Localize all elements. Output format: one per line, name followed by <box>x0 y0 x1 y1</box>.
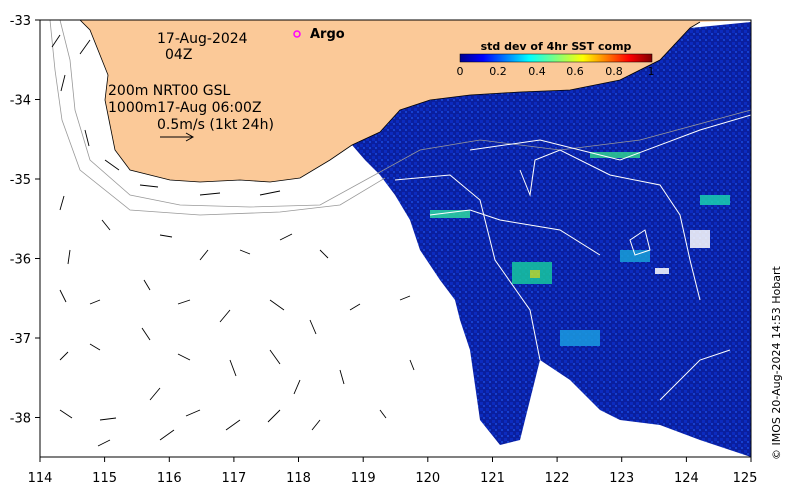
sst-contours <box>394 114 751 401</box>
lat-tick: -35 <box>10 173 31 188</box>
scale-label: 0.5m/s (1kt 24h) <box>157 117 274 133</box>
colorbar-tick: 0.4 <box>528 65 546 78</box>
scale-arrow <box>160 132 195 142</box>
sst-highlights <box>430 152 730 346</box>
lon-tick: 124 <box>674 471 699 486</box>
lat-tick: -34 <box>10 94 31 109</box>
coastline <box>79 20 701 183</box>
lon-tick: 122 <box>545 471 570 486</box>
date-label: 17-Aug-2024 <box>157 31 248 47</box>
contour-label-1000m: 1000m17-Aug 06:00Z <box>108 100 262 116</box>
lon-tick: 121 <box>480 471 505 486</box>
lon-tick: 115 <box>92 471 117 486</box>
lat-tick: -33 <box>10 14 31 29</box>
colorbar: std dev of 4hr SST comp 0 0.2 0.4 0.6 0.… <box>457 40 655 78</box>
lon-tick: 118 <box>286 471 311 486</box>
lat-tick: -38 <box>10 412 31 427</box>
plot-frame <box>39 19 752 458</box>
lon-tick: 119 <box>351 471 376 486</box>
time-label: 04Z <box>165 47 192 63</box>
lon-tick: 114 <box>28 471 53 486</box>
lon-tick: 117 <box>221 471 246 486</box>
colorbar-tick: 0.2 <box>489 65 507 78</box>
colorbar-gradient <box>459 53 653 63</box>
y-axis: -33 -34 -35 -36 -37 -38 <box>10 14 40 427</box>
lon-tick: 116 <box>157 471 182 486</box>
argo-marker <box>293 30 301 38</box>
lon-tick: 123 <box>609 471 634 486</box>
x-axis: 114 115 116 117 118 119 120 121 122 123 … <box>28 457 758 486</box>
sst-field <box>352 22 751 457</box>
lon-tick: 125 <box>733 471 758 486</box>
credit-label: © IMOS 20-Aug-2024 14:53 Hobart <box>770 266 783 460</box>
colorbar-tick: 0 <box>457 65 464 78</box>
bathymetry-contours <box>49 20 751 216</box>
argo-label: Argo <box>310 27 345 42</box>
colorbar-tick: 0.6 <box>566 65 584 78</box>
contour-label-200m: 200m NRT00 GSL <box>108 83 231 99</box>
colorbar-tick: 1 <box>648 65 655 78</box>
lat-tick: -36 <box>10 253 31 268</box>
colorbar-tick: 0.8 <box>605 65 623 78</box>
lon-tick: 120 <box>415 471 440 486</box>
colorbar-title: std dev of 4hr SST comp <box>481 40 632 53</box>
lat-tick: -37 <box>10 332 31 347</box>
current-vectors <box>51 34 415 447</box>
